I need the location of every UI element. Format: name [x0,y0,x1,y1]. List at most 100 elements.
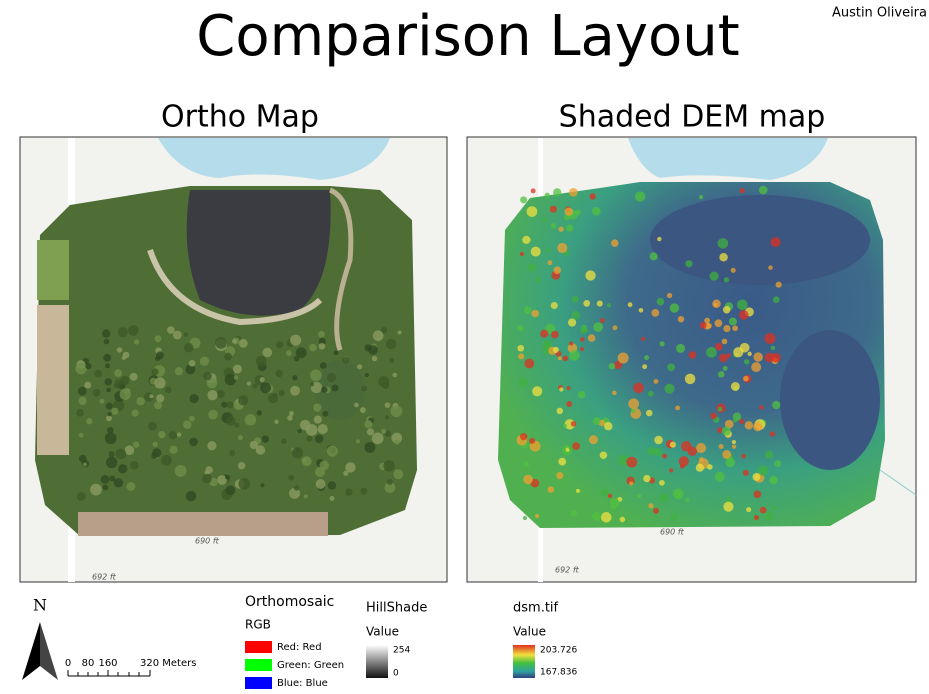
canopy [718,444,724,449]
tree [331,384,339,392]
tree [318,330,325,338]
tree [183,420,192,429]
canopy [737,299,748,311]
tree [159,432,165,438]
canopy [675,405,681,411]
canopy [721,426,731,436]
dem-map: 690 ft 692 ft [466,136,917,583]
canopy [726,353,731,358]
canopy [592,511,602,521]
canopy [606,303,612,308]
canopy [725,457,736,468]
tree [246,381,251,386]
tree [255,445,266,455]
tree [90,483,102,496]
tree [397,330,402,335]
tree [82,462,87,467]
tree [255,355,267,367]
canopy [556,472,564,480]
tree [389,357,395,363]
canopy [738,310,749,320]
canopy [608,363,616,370]
canopy [653,378,659,384]
tree [288,474,295,481]
canopy [642,364,648,370]
tree [383,460,395,472]
tree [345,462,356,473]
legend-label: Red: Red [277,642,322,653]
canopy [751,362,762,373]
tree [345,488,353,496]
canopy [730,267,736,273]
canopy [634,191,646,202]
tree [85,363,92,370]
canopy [753,514,759,521]
canopy [520,196,528,204]
canopy [672,488,684,500]
tree [313,403,322,412]
scale-label: 160 [98,658,117,669]
tree [208,409,218,420]
tree [185,490,197,502]
canopy [570,509,578,517]
canopy [744,421,754,430]
canopy [550,223,557,229]
canopy [722,366,728,371]
tree [77,386,87,396]
elevation-label: 690 ft [660,528,685,537]
canopy [684,497,690,503]
canopy [531,309,539,318]
canopy [553,188,562,197]
tree [128,325,139,336]
tree [106,387,111,393]
canopy [570,421,577,427]
canopy [526,206,538,217]
tree [131,409,139,417]
tree [86,418,93,425]
canopy [646,446,656,456]
tree [393,469,404,480]
tree [161,454,172,466]
tree [391,432,403,444]
tree [105,415,112,422]
canopy [669,303,680,313]
legend-label: Blue: Blue [277,678,328,689]
tree [104,378,112,386]
canopy [580,337,585,342]
tree [105,363,111,369]
tree [384,402,391,408]
tree [234,422,240,428]
canopy [557,242,568,253]
canopy [593,322,604,332]
canopy [629,481,634,486]
legend-subtitle: RGB [245,618,271,632]
tree [276,341,284,349]
canopy [562,355,569,362]
canopy [687,446,698,457]
tree [392,372,398,378]
canopy [591,206,601,216]
canopy [592,417,601,425]
canopy [758,465,769,476]
tree [130,461,139,470]
tree [152,441,158,447]
tree [78,396,87,406]
title: Comparison Layout [196,4,739,69]
tree [148,421,157,431]
tree [154,335,162,343]
tree [238,477,251,490]
tree [322,410,329,417]
canopy [532,386,543,397]
canopy [542,217,547,223]
canopy [739,418,745,424]
canopy [544,192,550,198]
canopy [649,252,658,261]
canopy [580,347,585,352]
tree [237,462,246,470]
canopy [585,270,596,281]
legend-max: 203.726 [540,646,577,656]
canopy [676,343,686,353]
canopy [725,497,732,504]
canopy [670,513,678,521]
canopy [519,432,528,441]
